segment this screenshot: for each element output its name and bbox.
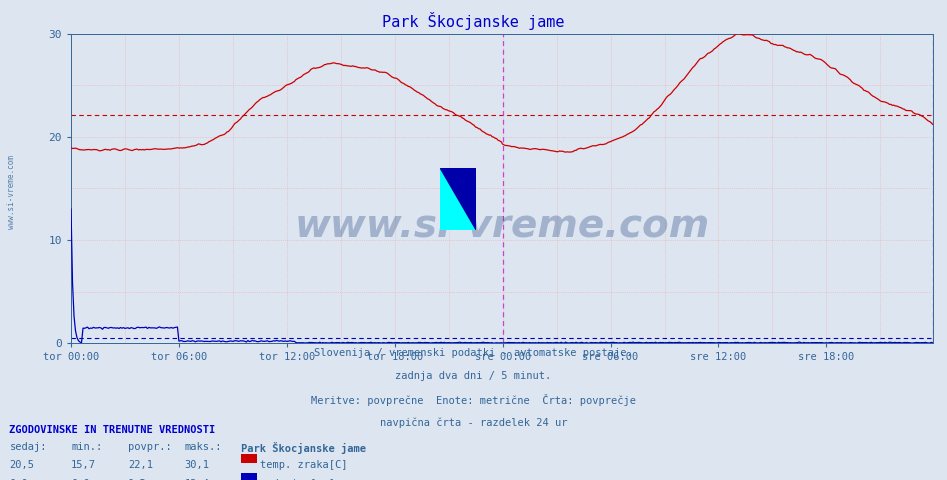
Text: maks.:: maks.: bbox=[185, 442, 223, 452]
Text: www.si-vreme.com: www.si-vreme.com bbox=[7, 155, 16, 229]
Text: temp. zraka[C]: temp. zraka[C] bbox=[260, 460, 348, 470]
Text: 0,5: 0,5 bbox=[128, 479, 147, 480]
Text: www.si-vreme.com: www.si-vreme.com bbox=[295, 206, 709, 244]
Text: 0,0: 0,0 bbox=[71, 479, 90, 480]
Text: min.:: min.: bbox=[71, 442, 102, 452]
Text: Park Škocjanske jame: Park Škocjanske jame bbox=[241, 442, 366, 454]
Text: Meritve: povprečne  Enote: metrične  Črta: povprečje: Meritve: povprečne Enote: metrične Črta:… bbox=[311, 394, 636, 406]
Text: ZGODOVINSKE IN TRENUTNE VREDNOSTI: ZGODOVINSKE IN TRENUTNE VREDNOSTI bbox=[9, 425, 216, 435]
Text: 30,1: 30,1 bbox=[185, 460, 209, 470]
Text: zadnja dva dni / 5 minut.: zadnja dva dni / 5 minut. bbox=[396, 371, 551, 381]
Polygon shape bbox=[440, 168, 476, 230]
Text: Park Škocjanske jame: Park Škocjanske jame bbox=[383, 12, 564, 30]
Text: 0,0: 0,0 bbox=[9, 479, 28, 480]
Text: povpr.:: povpr.: bbox=[128, 442, 171, 452]
Text: 15,7: 15,7 bbox=[71, 460, 96, 470]
Polygon shape bbox=[440, 168, 476, 230]
Text: 13,4: 13,4 bbox=[185, 479, 209, 480]
Text: padavine[mm]: padavine[mm] bbox=[260, 479, 335, 480]
Text: sedaj:: sedaj: bbox=[9, 442, 47, 452]
Text: Slovenija / vremenski podatki - avtomatske postaje.: Slovenija / vremenski podatki - avtomats… bbox=[314, 348, 633, 358]
Text: navpična črta - razdelek 24 ur: navpična črta - razdelek 24 ur bbox=[380, 417, 567, 428]
Text: 22,1: 22,1 bbox=[128, 460, 152, 470]
Text: 20,5: 20,5 bbox=[9, 460, 34, 470]
